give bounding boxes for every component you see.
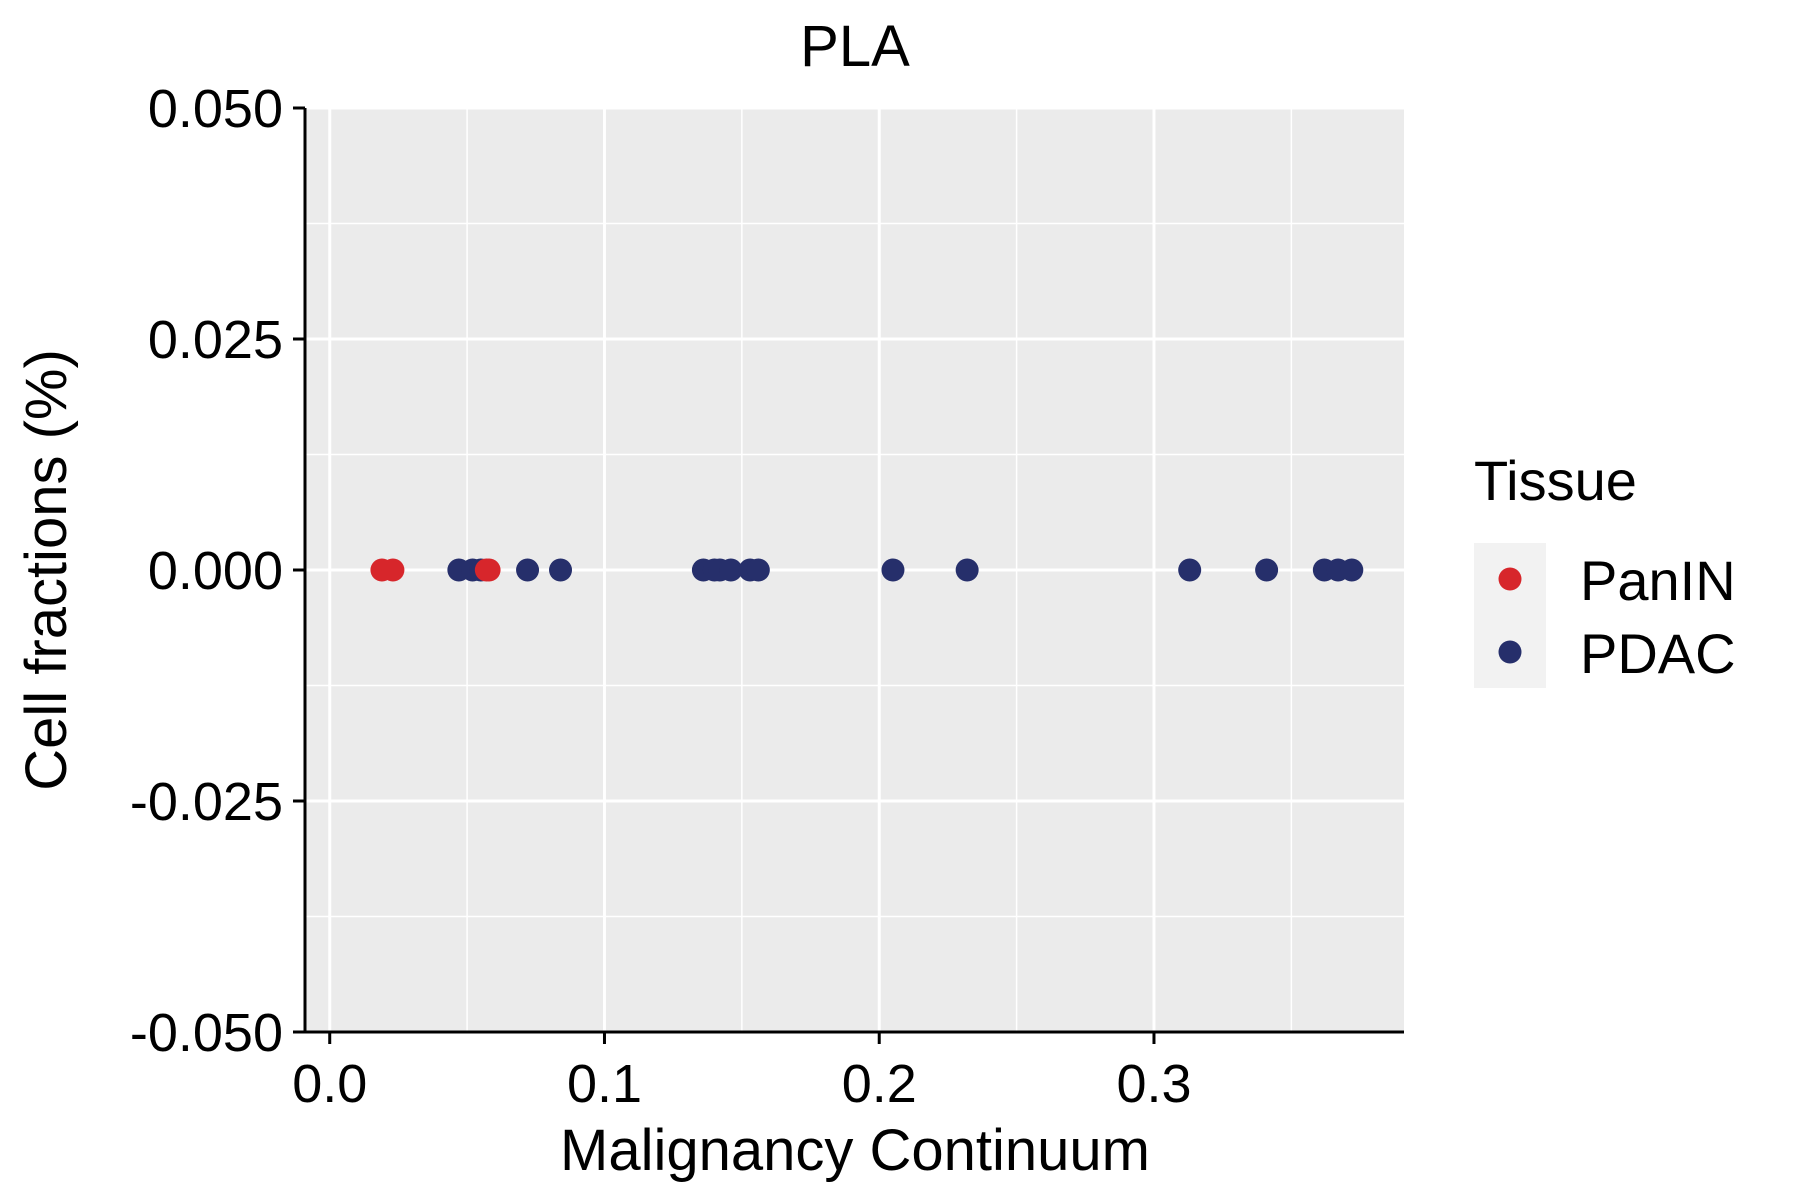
y-tick-label: 0.025	[148, 310, 283, 370]
data-point-pdac	[881, 558, 905, 582]
data-point-pdac	[1255, 558, 1279, 582]
legend-key-pdac	[1498, 640, 1522, 664]
legend-label-pdac: PDAC	[1580, 622, 1736, 685]
x-tick-label: 0.0	[292, 1054, 367, 1114]
legend-label-panin: PanIN	[1580, 549, 1736, 612]
data-points	[370, 558, 1364, 582]
x-tick-label: 0.2	[842, 1054, 917, 1114]
data-point-pdac	[955, 558, 979, 582]
data-point-pdac	[719, 558, 743, 582]
data-point-pdac	[516, 558, 540, 582]
legend-title: Tissue	[1474, 449, 1637, 512]
x-axis-label: Malignancy Continuum	[560, 1118, 1150, 1183]
legend-key-panin	[1498, 567, 1522, 591]
data-point-pdac	[549, 558, 573, 582]
data-point-panin	[381, 558, 405, 582]
legend-key-background	[1474, 543, 1546, 688]
data-point-panin	[477, 558, 501, 582]
y-tick-label: -0.050	[130, 1003, 283, 1063]
y-tick-label: 0.000	[148, 541, 283, 601]
grid-lines	[305, 106, 1404, 1034]
x-tick-label: 0.3	[1116, 1054, 1191, 1114]
y-tick-label: -0.025	[130, 772, 283, 832]
y-tick-label: 0.050	[148, 79, 283, 139]
data-point-pdac	[746, 558, 770, 582]
y-axis-label: Cell fractions (%)	[14, 349, 79, 791]
data-point-pdac	[1340, 558, 1364, 582]
x-axis-ticks: 0.0 0.1 0.2 0.3	[292, 1032, 1192, 1114]
x-tick-label: 0.1	[567, 1054, 642, 1114]
y-axis-ticks: -0.050 -0.025 0.000 0.025 0.050	[130, 79, 305, 1063]
legend: Tissue PanIN PDAC	[1474, 449, 1736, 688]
chart-title: PLA	[800, 14, 910, 79]
data-point-pdac	[1178, 558, 1202, 582]
